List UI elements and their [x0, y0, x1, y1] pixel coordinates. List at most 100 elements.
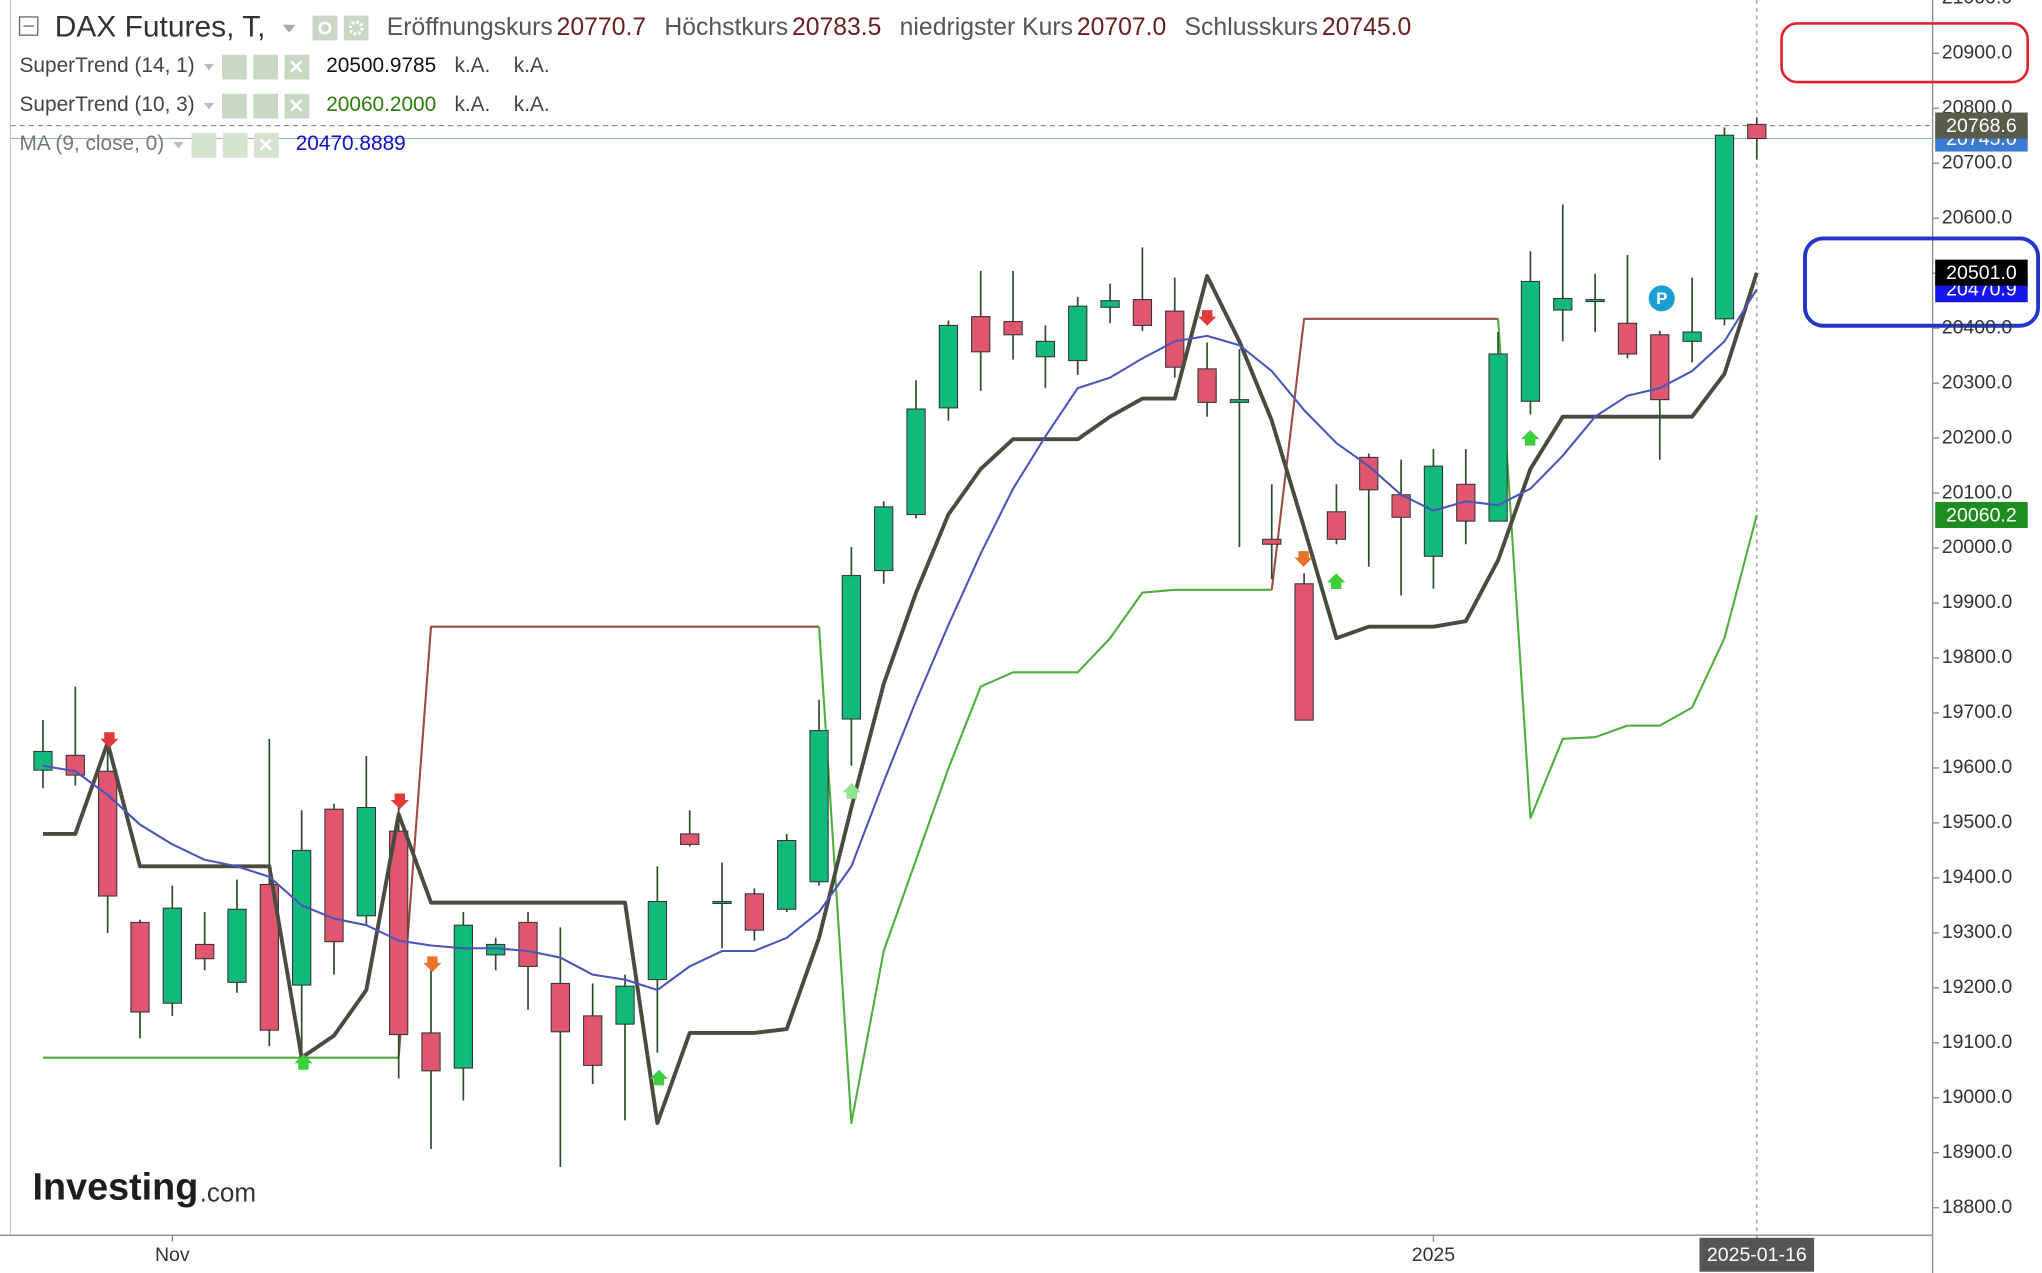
- candle-body: [227, 908, 247, 983]
- dropdown-arrow[interactable]: [203, 63, 215, 71]
- eye-icon[interactable]: [222, 54, 247, 80]
- y-tick-label: 19800.0: [1942, 646, 2013, 668]
- y-tick-label: 19300.0: [1942, 921, 2013, 943]
- y-tick-label: 21000.0: [1942, 0, 2013, 9]
- candle-body: [356, 807, 376, 917]
- candle-body: [1165, 310, 1185, 368]
- indicator-line: [42, 272, 1759, 1126]
- y-tick-label: 20100.0: [1942, 481, 2013, 503]
- indicator-line: [1497, 318, 1758, 820]
- gear-icon[interactable]: [253, 93, 279, 119]
- candle-body: [292, 849, 312, 986]
- ohlc-label: Schlusskurs: [1185, 14, 1318, 41]
- ohlc-label: niedrigster Kurs: [900, 14, 1073, 41]
- y-tick-label: 19400.0: [1942, 866, 2013, 888]
- dropdown-arrow[interactable]: [173, 142, 184, 149]
- close-icon-glyph: [290, 60, 303, 73]
- candle-body: [518, 921, 538, 967]
- x-tick-label: Nov: [155, 1244, 190, 1266]
- dropdown-arrow[interactable]: [203, 102, 215, 110]
- candle-body: [1682, 331, 1702, 342]
- y-tick-label: 20300.0: [1942, 371, 2013, 393]
- y-tick-label: 19900.0: [1942, 591, 2013, 613]
- candle-body: [1585, 299, 1605, 303]
- highlight-blue: [1803, 236, 2041, 328]
- candle-body: [1650, 334, 1670, 401]
- candle-body: [615, 985, 635, 1025]
- gear-icon[interactable]: [343, 15, 369, 41]
- candle-body: [1197, 368, 1217, 403]
- candle-body: [1520, 280, 1541, 402]
- price-badge: [1935, 501, 2028, 529]
- candle-body: [98, 770, 118, 897]
- candle-body: [1294, 583, 1314, 721]
- x-tick-label: 2025: [1412, 1244, 1456, 1266]
- buy-arrow: [294, 1054, 313, 1070]
- y-tick-label: 20400.0: [1942, 316, 2013, 338]
- y-tick-label: 19200.0: [1942, 976, 2013, 998]
- candle-body: [906, 408, 926, 516]
- ohlc-label: Höchstkurs: [664, 14, 788, 41]
- indicator-value: 20060.2000: [326, 93, 436, 116]
- candle-body: [680, 833, 700, 845]
- marker-label[interactable]: P: [1656, 289, 1667, 308]
- y-tick-label: 19000.0: [1942, 1086, 2013, 1108]
- eye-icon[interactable]: [191, 132, 217, 158]
- dropdown-arrow[interactable]: [282, 24, 296, 33]
- indicator-value: 20500.9785: [326, 54, 436, 77]
- y-tick-label: 18900.0: [1942, 1141, 2013, 1163]
- candle-body: [130, 921, 150, 1013]
- watermark-suffix: .com: [200, 1178, 256, 1208]
- gear-icon[interactable]: [253, 54, 279, 80]
- gear-icon-glyph: [348, 20, 364, 36]
- candle-body: [1553, 297, 1573, 311]
- candle-body: [777, 839, 797, 910]
- candle-body: [1100, 300, 1120, 308]
- candle-body: [938, 324, 959, 409]
- plot-area: [10, 0, 1933, 1236]
- indicator-line: [1270, 317, 1499, 590]
- y-tick-label: 20900.0: [1942, 41, 2013, 63]
- candle-body: [453, 924, 473, 1069]
- ohlc-value: 20707.0: [1077, 14, 1166, 41]
- price-badge: [1935, 112, 2028, 139]
- y-tick-label: 20200.0: [1942, 426, 2013, 448]
- candle-body: [195, 943, 215, 960]
- candle-body: [712, 901, 732, 905]
- eye-icon[interactable]: [312, 15, 338, 41]
- candle-body: [1035, 340, 1056, 358]
- y-tick-label: 20000.0: [1942, 536, 2013, 558]
- price-badge-label: 20501.0: [1946, 262, 2017, 284]
- x-badge: [1699, 1237, 1815, 1272]
- sell-arrow: [1294, 551, 1313, 567]
- candle-body: [1326, 511, 1347, 540]
- candle-body: [1132, 299, 1153, 326]
- gear-icon[interactable]: [222, 132, 248, 158]
- eye-icon[interactable]: [222, 93, 247, 119]
- candle-body: [389, 830, 409, 1036]
- indicator-value: 20470.8889: [296, 132, 406, 155]
- marker-circle[interactable]: [1648, 285, 1675, 312]
- buy-arrow: [649, 1069, 669, 1086]
- candle-body: [162, 907, 182, 1004]
- indicator-line: [397, 625, 820, 1058]
- sell-arrow: [1198, 310, 1217, 326]
- indicator-name: SuperTrend (14, 1): [20, 54, 195, 77]
- candle-body: [421, 1032, 441, 1072]
- collapse-button[interactable]: [18, 16, 39, 36]
- candle-body: [1229, 399, 1250, 403]
- ohlc-label: Eröffnungskurs: [387, 14, 553, 41]
- candle-body: [1747, 123, 1767, 140]
- ohlc-header: Eröffnungskurs 20770.7 Höchstkurs 20783.5 ni…: [387, 14, 1412, 41]
- ohlc-value: 20770.7: [557, 14, 646, 41]
- indicator-note: k.A.: [454, 54, 490, 77]
- indicator-name: SuperTrend (10, 3): [20, 93, 195, 116]
- candle-body: [324, 808, 344, 943]
- signal-arrows: [100, 310, 1540, 1086]
- eye-icon-glyph: [318, 21, 332, 35]
- x-tick-label: 2025-01-16: [1707, 1244, 1807, 1266]
- candle-body: [744, 893, 765, 931]
